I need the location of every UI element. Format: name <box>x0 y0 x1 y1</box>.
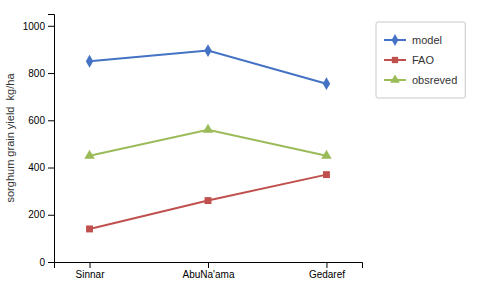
y-tick: 600 <box>28 115 54 126</box>
legend-label: model <box>412 34 442 46</box>
y-tick-mark <box>48 73 54 74</box>
y-tick-mark <box>48 120 54 121</box>
legend-swatch-marker <box>392 34 399 46</box>
x-tick-mark <box>90 262 91 268</box>
legend-item: obsreved <box>384 74 457 86</box>
series-line <box>90 175 327 229</box>
y-tick: 200 <box>28 209 54 220</box>
series-marker <box>86 225 93 232</box>
series-marker <box>205 197 212 204</box>
marks <box>84 44 331 232</box>
series-marker <box>86 55 93 68</box>
x-tick-label: Gedaref <box>309 269 345 280</box>
y-tick-label: 600 <box>28 115 45 126</box>
y-axis-line <box>48 15 55 263</box>
series-marker <box>323 171 330 178</box>
x-tick-label: AbuNa'ama <box>183 269 235 280</box>
legend-swatch-marker <box>392 57 398 63</box>
x-axis: Sinnar AbuNa'ama Gedaref <box>55 262 363 280</box>
legend-item: model <box>384 34 442 46</box>
y-tick-label: 0 <box>39 257 45 268</box>
y-tick-label: 800 <box>28 68 45 79</box>
y-tick: 1000 <box>23 21 54 32</box>
x-axis-line <box>55 263 363 269</box>
y-tick-mark <box>48 26 54 27</box>
y-axis-title: sorghum grain yield kg/ha <box>4 73 16 203</box>
x-tick: AbuNa'ama <box>183 262 235 280</box>
series-marker <box>84 150 95 159</box>
y-tick-label: 200 <box>28 209 45 220</box>
x-tick-label: Sinnar <box>76 269 106 280</box>
series-marker <box>203 124 214 133</box>
legend-swatch-marker <box>390 74 400 82</box>
x-tick-mark <box>326 262 327 268</box>
series-line <box>90 130 327 156</box>
legend-label: FAO <box>412 54 434 66</box>
plot: 0 200 400 600 800 1000 Sinnar AbuNa'ama Gedaref s… <box>4 15 363 281</box>
y-tick-label: 400 <box>28 162 45 173</box>
series-marker <box>321 150 332 159</box>
y-tick-mark <box>48 215 54 216</box>
x-tick-mark <box>208 262 209 268</box>
y-tick-mark <box>48 262 54 263</box>
y-tick-mark <box>48 168 54 169</box>
series-marker <box>204 44 211 57</box>
y-tick: 800 <box>28 68 54 79</box>
series-marker <box>323 77 330 90</box>
y-tick-label: 1000 <box>23 21 46 32</box>
y-tick: 400 <box>28 162 54 173</box>
chart: 0 200 400 600 800 1000 Sinnar AbuNa'ama Gedaref s… <box>0 0 480 290</box>
y-axis: 0 200 400 600 800 1000 <box>23 15 55 268</box>
legend-item: FAO <box>384 54 434 66</box>
x-tick: Gedaref <box>309 262 345 280</box>
legend: model FAO obsreved <box>376 22 465 98</box>
x-tick: Sinnar <box>76 262 106 280</box>
legend-label: obsreved <box>412 74 457 86</box>
y-tick: 0 <box>39 257 54 268</box>
legend-frame <box>376 22 465 98</box>
